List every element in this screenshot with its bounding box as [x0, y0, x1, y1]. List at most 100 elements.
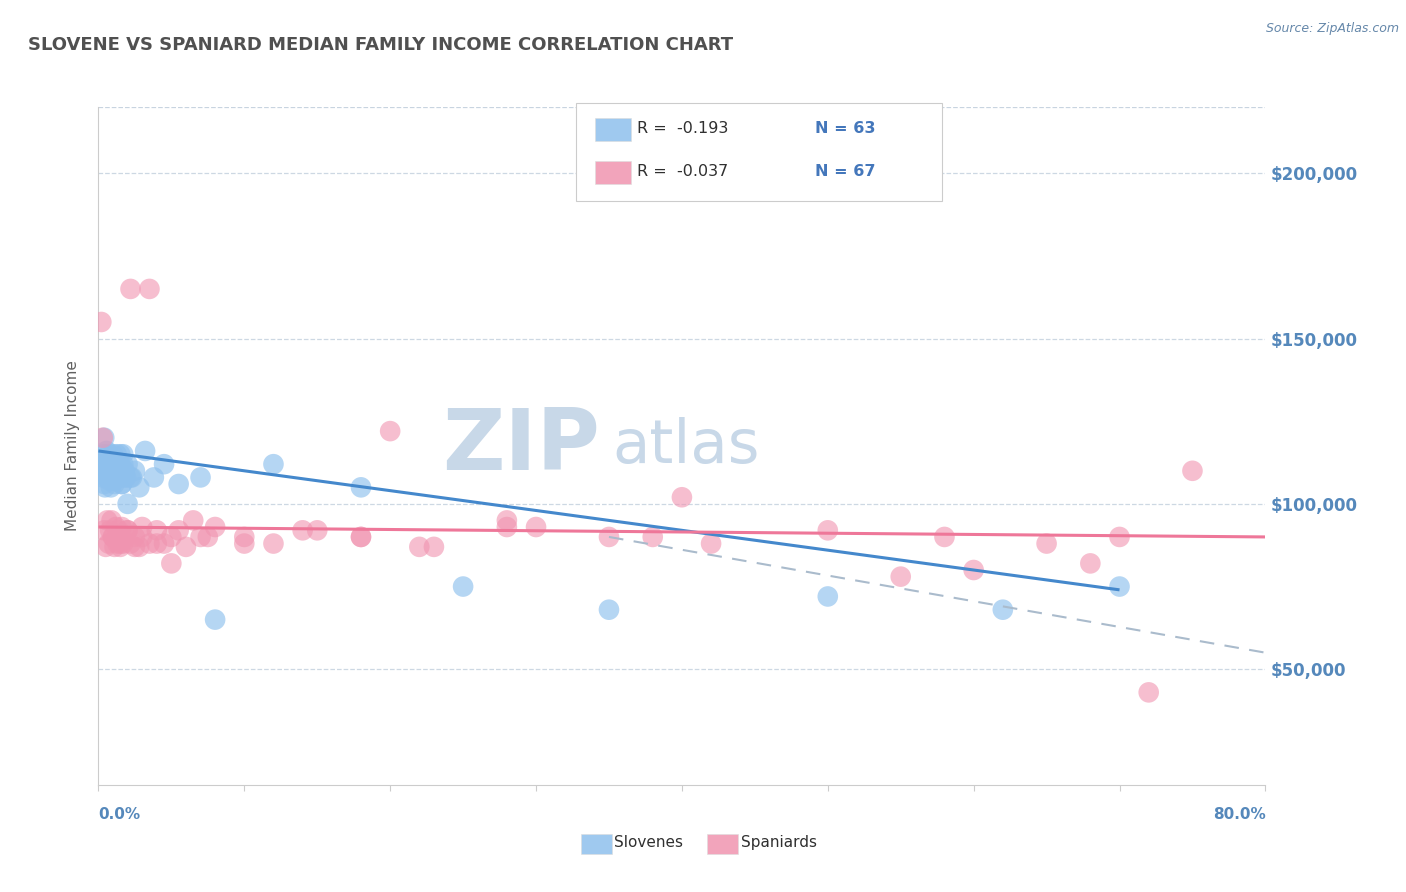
Point [96, 444, 118, 458]
Point [181, 513, 204, 527]
Point [104, 520, 127, 534]
Point [117, 524, 139, 538]
Point [190, 470, 212, 484]
Text: Source: ZipAtlas.com: Source: ZipAtlas.com [1265, 22, 1399, 36]
Point [204, 520, 226, 534]
Point [94, 480, 117, 494]
Point [117, 524, 139, 538]
Point [197, 530, 219, 544]
Point [1181, 464, 1204, 478]
Point [110, 540, 132, 554]
Text: R =  -0.037: R = -0.037 [637, 164, 728, 178]
Point [124, 540, 146, 554]
Point [105, 470, 128, 484]
Point [117, 497, 139, 511]
Point [105, 464, 128, 478]
Point [962, 563, 984, 577]
Point [97, 447, 120, 461]
Point [134, 444, 156, 458]
Point [495, 513, 517, 527]
Point [100, 513, 122, 527]
Point [96, 470, 118, 484]
Point [110, 536, 132, 550]
Point [98, 454, 121, 468]
Point [138, 536, 160, 550]
Point [115, 470, 138, 484]
Point [641, 530, 664, 544]
Point [105, 536, 128, 550]
Point [524, 520, 547, 534]
Point [114, 470, 136, 484]
Point [97, 450, 120, 465]
Point [120, 470, 142, 484]
Point [174, 540, 197, 554]
Text: N = 67: N = 67 [815, 164, 876, 178]
Point [111, 520, 134, 534]
Point [991, 603, 1014, 617]
Point [700, 536, 723, 550]
Y-axis label: Median Family Income: Median Family Income [65, 360, 80, 532]
Point [167, 524, 190, 538]
Point [350, 530, 373, 544]
Point [890, 569, 912, 583]
Point [146, 536, 169, 550]
Point [598, 530, 620, 544]
Point [97, 464, 120, 478]
Point [262, 536, 284, 550]
Point [124, 464, 146, 478]
Point [103, 474, 125, 488]
Point [101, 447, 124, 461]
Point [350, 530, 373, 544]
Point [350, 480, 373, 494]
Point [817, 524, 839, 538]
Point [103, 464, 125, 478]
Point [100, 450, 122, 465]
Text: atlas: atlas [612, 417, 759, 475]
Point [112, 536, 135, 550]
Point [131, 520, 153, 534]
Point [378, 424, 402, 438]
Point [108, 470, 131, 484]
Point [598, 603, 620, 617]
Point [495, 520, 517, 534]
Point [98, 524, 121, 538]
Point [307, 524, 329, 538]
Point [1080, 557, 1102, 571]
Point [98, 470, 121, 484]
Text: Slovenes: Slovenes [614, 836, 683, 850]
Point [204, 613, 226, 627]
Point [104, 470, 127, 484]
Point [101, 530, 124, 544]
Point [91, 431, 114, 445]
Point [117, 457, 139, 471]
Text: N = 63: N = 63 [815, 121, 876, 136]
Text: R =  -0.193: R = -0.193 [637, 121, 728, 136]
Point [817, 590, 839, 604]
Point [160, 557, 183, 571]
Text: SLOVENE VS SPANIARD MEDIAN FAMILY INCOME CORRELATION CHART: SLOVENE VS SPANIARD MEDIAN FAMILY INCOME… [28, 36, 734, 54]
Point [101, 530, 124, 544]
Point [138, 282, 160, 296]
Point [101, 464, 124, 478]
Point [91, 464, 114, 478]
Point [94, 464, 117, 478]
Point [124, 530, 146, 544]
Point [98, 474, 121, 488]
Point [111, 477, 134, 491]
Point [128, 480, 150, 494]
Point [233, 536, 256, 550]
Point [120, 536, 142, 550]
Point [112, 457, 135, 471]
Point [100, 480, 122, 494]
Point [110, 457, 132, 471]
Point [160, 530, 183, 544]
Point [93, 431, 115, 445]
Point [114, 464, 136, 478]
Point [262, 457, 284, 471]
Point [1137, 685, 1160, 699]
Point [100, 457, 122, 471]
Point [131, 530, 153, 544]
Point [423, 540, 446, 554]
Point [104, 457, 127, 471]
Point [90, 457, 112, 471]
